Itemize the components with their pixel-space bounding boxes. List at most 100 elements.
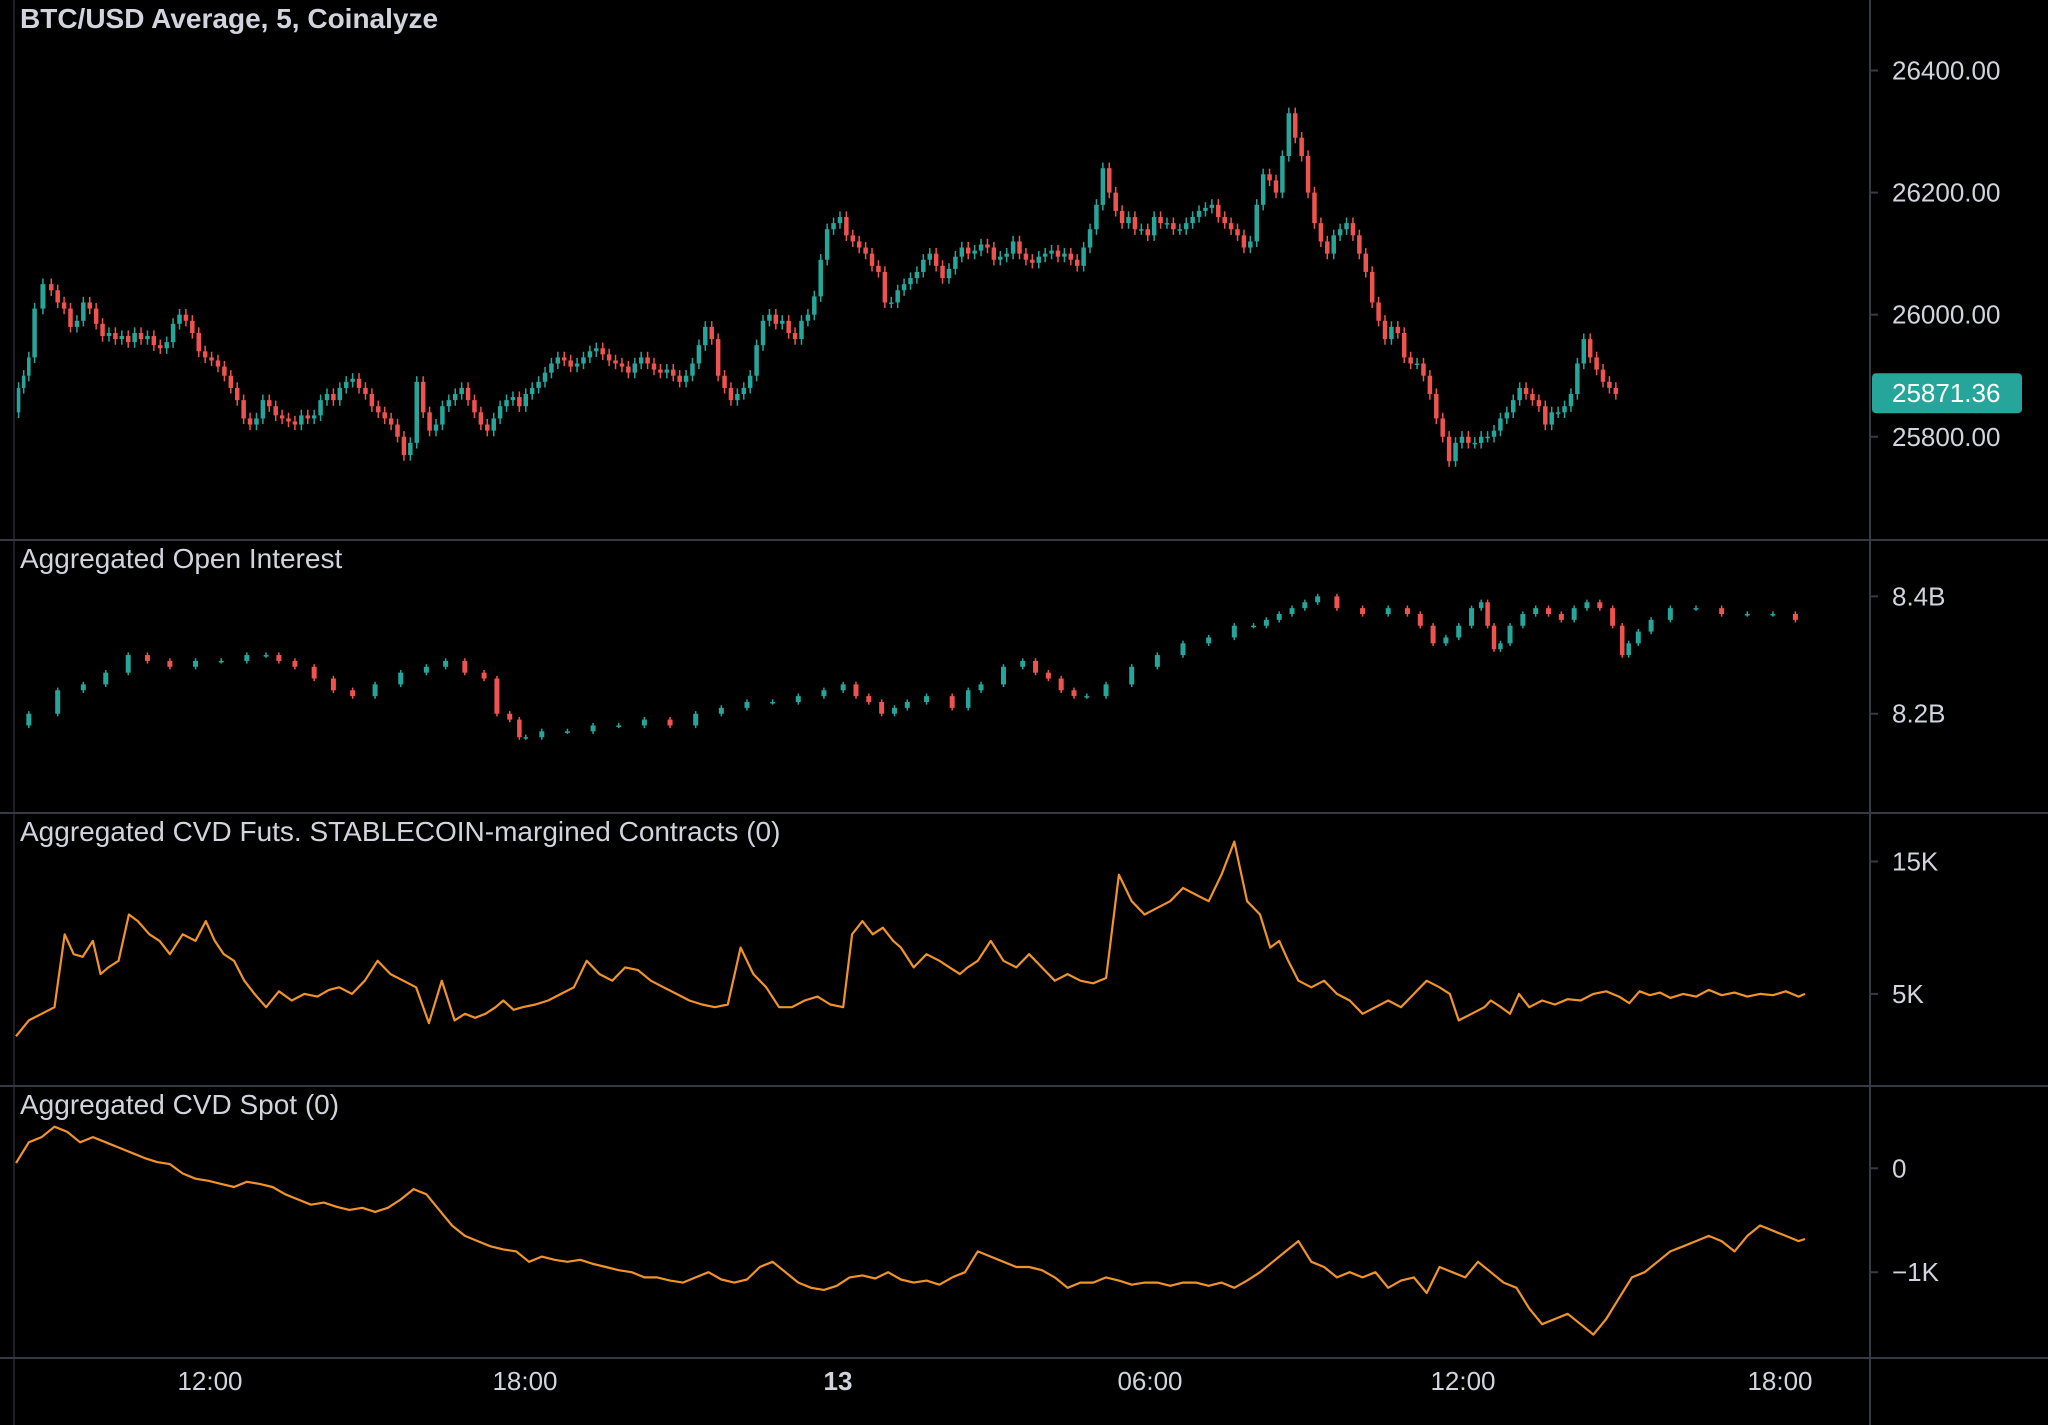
candle-body — [799, 320, 804, 340]
series-line — [15, 840, 1806, 1037]
pane-title: Aggregated Open Interest — [20, 543, 342, 574]
candle-body — [1466, 436, 1471, 443]
y-tick-label: 26400.00 — [1892, 56, 2000, 86]
candle-body — [1058, 678, 1064, 691]
candle-body — [222, 366, 227, 376]
candle-body — [1107, 168, 1112, 193]
candle-body — [780, 320, 785, 324]
candle-body — [1299, 137, 1304, 156]
candle-body — [1469, 608, 1475, 626]
candle-body — [1404, 608, 1410, 614]
candle-body — [812, 296, 817, 315]
candle-body — [1113, 192, 1118, 211]
candle-body — [747, 375, 753, 388]
candle-body — [193, 660, 199, 667]
candle-body — [703, 326, 708, 346]
candle-body — [472, 400, 477, 413]
candle-body — [388, 418, 394, 425]
candle-body — [933, 253, 939, 266]
candle-body — [1132, 217, 1138, 230]
time-tick-label: 06:00 — [1117, 1366, 1182, 1396]
candle-body — [196, 332, 201, 352]
candle-body — [138, 332, 144, 340]
candle-body — [1292, 113, 1298, 138]
candle-body — [523, 394, 529, 407]
candle-body — [949, 696, 955, 708]
candle-body — [1360, 608, 1366, 614]
candle-body — [1177, 229, 1183, 231]
candle-body — [1171, 223, 1176, 230]
time-tick-label: 18:00 — [1747, 1366, 1812, 1396]
candle-body — [965, 247, 971, 254]
time-axis: 12:00 18:00 13 06:00 12:00 18:00 — [177, 1366, 1812, 1396]
candle-body — [1511, 400, 1516, 413]
candle-body — [978, 244, 984, 251]
y-tick-label: 26000.00 — [1892, 300, 2000, 330]
candle-body — [1395, 326, 1401, 333]
candle-body — [901, 284, 907, 291]
candle-body — [965, 690, 971, 708]
candle-body — [305, 415, 310, 419]
candle-body — [914, 271, 920, 279]
candle-body — [1472, 442, 1478, 445]
candle-body — [26, 713, 32, 726]
candle-body — [683, 375, 689, 382]
last-price-badge-bg — [1872, 373, 2022, 414]
candle-body — [1254, 204, 1260, 242]
candle-body — [209, 357, 214, 361]
candle-body — [1074, 259, 1080, 266]
candle-body — [81, 302, 86, 321]
candle-body — [254, 418, 259, 425]
candle-body — [485, 424, 490, 431]
candle-body — [1010, 241, 1016, 254]
candle-body — [728, 387, 734, 401]
candle-body — [1575, 363, 1580, 395]
candle-body — [263, 655, 269, 657]
candle-body — [770, 702, 776, 704]
candle-body — [452, 394, 458, 401]
candle-body — [1222, 217, 1227, 224]
candle-body — [651, 363, 657, 370]
candle-body — [844, 217, 849, 236]
candle-body — [244, 655, 250, 661]
candle-body — [292, 421, 298, 425]
candle-body — [837, 217, 843, 224]
candle-body — [279, 415, 285, 419]
candle-body — [1693, 608, 1699, 610]
candle-body — [879, 702, 885, 714]
candle-body — [991, 247, 997, 260]
candle-body — [978, 684, 984, 691]
candle-body — [440, 406, 445, 425]
candle-body — [523, 737, 529, 739]
candle-body — [1459, 436, 1465, 443]
candle-body — [103, 672, 109, 685]
candle-body — [1344, 223, 1349, 230]
candle-body — [1203, 207, 1208, 211]
candle-body — [420, 381, 426, 413]
candle-body — [1408, 357, 1413, 364]
candle-body — [1280, 155, 1285, 193]
candle-body — [985, 244, 990, 248]
candle-body — [1478, 602, 1484, 609]
candle-body — [1382, 320, 1388, 340]
candle-body — [1520, 614, 1526, 626]
candle-body — [1251, 625, 1257, 628]
candle-body — [1536, 400, 1542, 407]
candle-body — [1491, 625, 1497, 650]
candle-body — [1385, 608, 1391, 614]
candle-body — [564, 731, 570, 733]
candle-body — [55, 690, 61, 714]
candle-body — [767, 314, 772, 321]
candle-body — [1180, 643, 1186, 656]
candle-body — [1719, 608, 1725, 614]
candle-body — [924, 696, 930, 702]
candle-body — [446, 400, 452, 407]
candle-body — [1555, 412, 1561, 414]
candle-body — [1456, 625, 1462, 638]
y-tick-label: 15K — [1892, 846, 1939, 876]
candle-body — [1206, 637, 1212, 644]
candle-body — [1648, 619, 1654, 632]
candle-body — [1440, 418, 1445, 437]
